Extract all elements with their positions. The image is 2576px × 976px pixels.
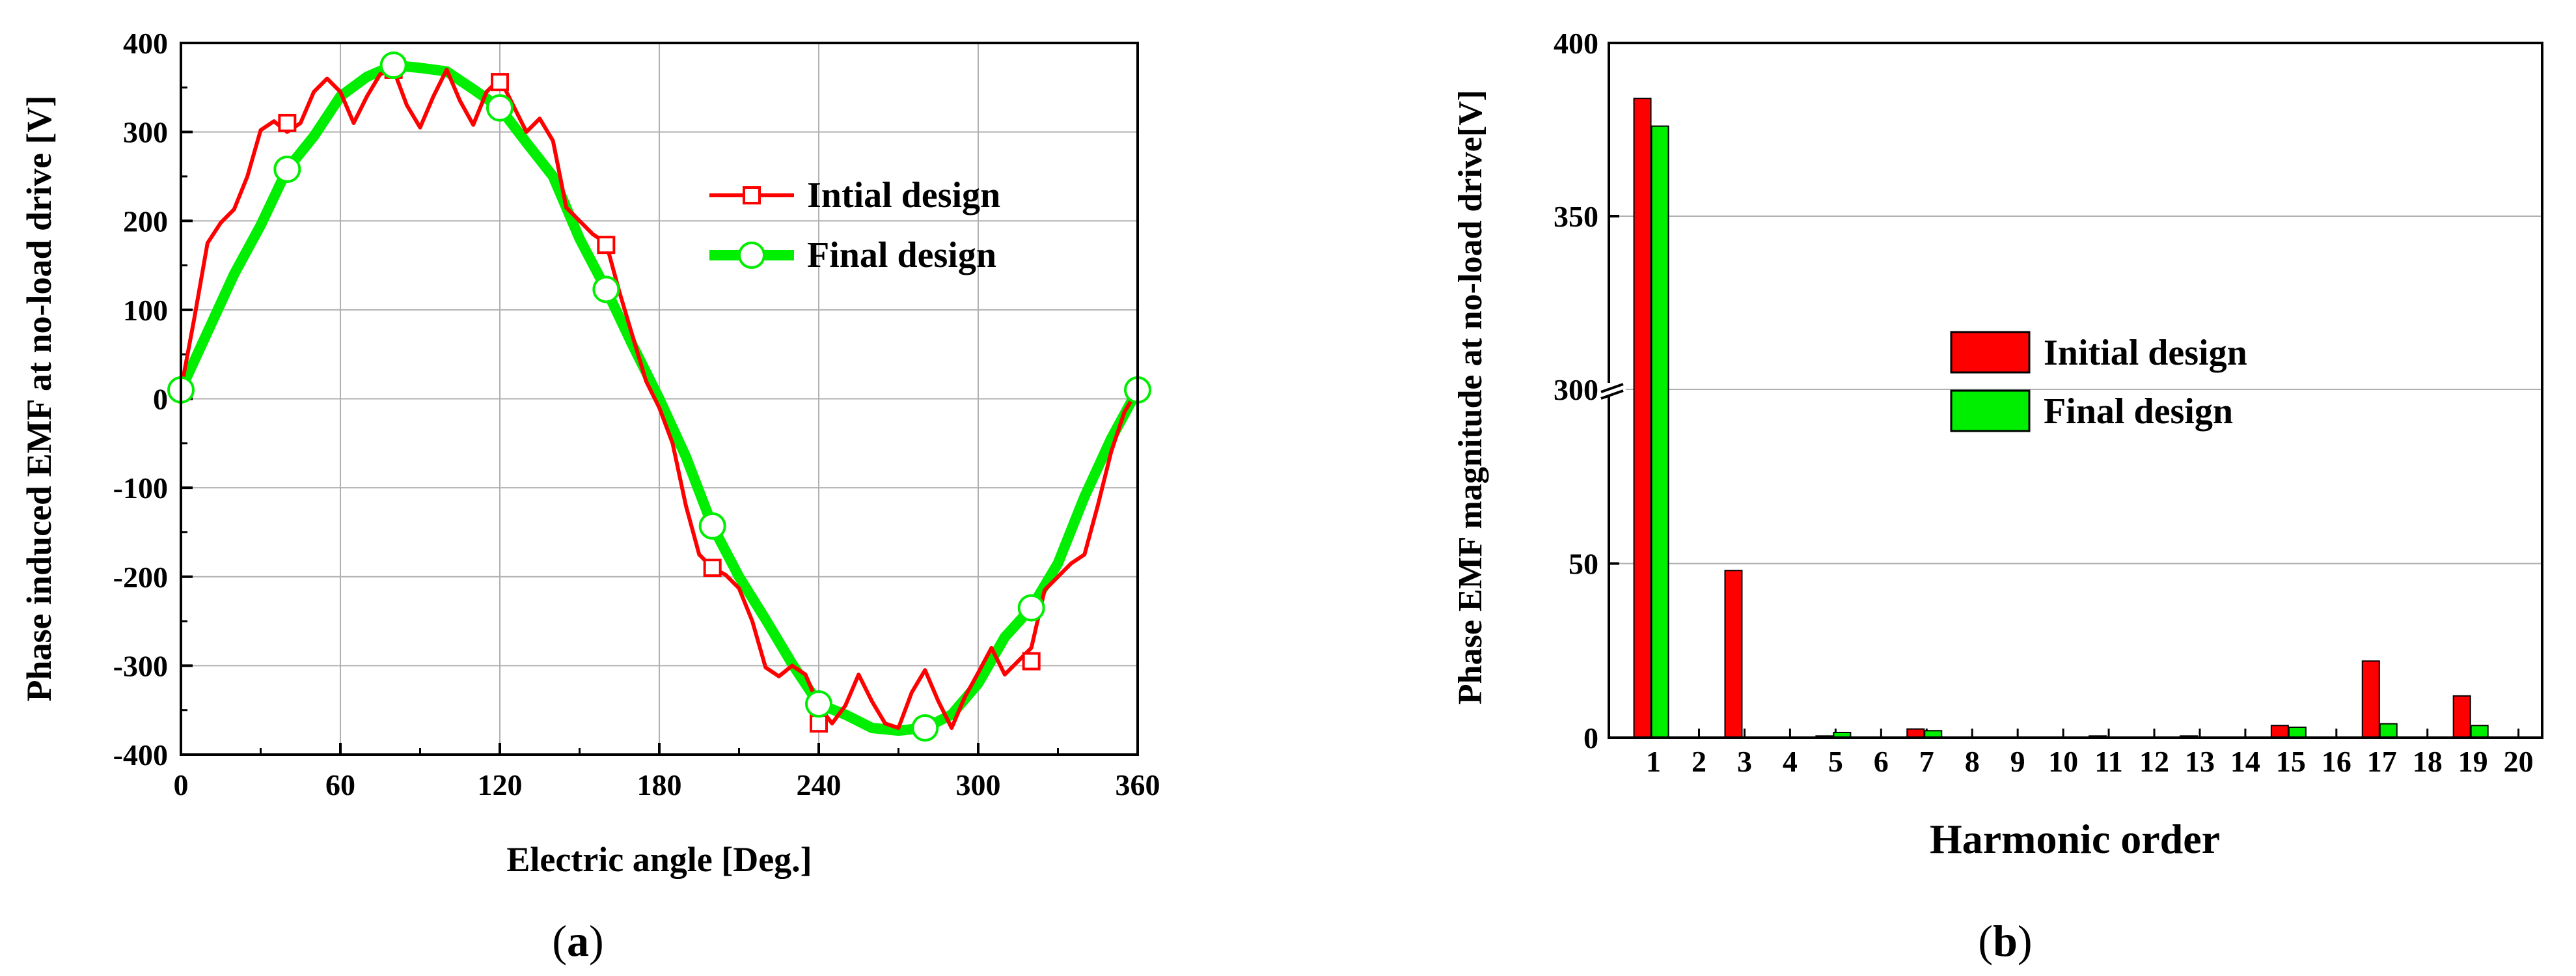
x-tick-label: 16 (2322, 745, 2351, 778)
panel-a-caption: (a) (552, 916, 603, 966)
x-tick-label: 60 (325, 768, 355, 802)
y-tick-label: 350 (1554, 200, 1598, 233)
panel-a-y-axis-label: Phase induced EMF at no-load drive [V] (20, 96, 59, 702)
y-tick-label: 0 (153, 383, 168, 416)
x-tick-label: 11 (2094, 745, 2122, 778)
x-tick-label: 19 (2458, 745, 2488, 778)
legend-final-circle-marker (738, 242, 765, 269)
x-tick-label: 12 (2139, 745, 2169, 778)
x-tick-label: 4 (1783, 745, 1798, 778)
panel-b-grid (1609, 42, 2542, 739)
axis-break-slash (1600, 383, 1624, 393)
initial-design-bar (2270, 725, 2289, 739)
final-design-circle-marker (698, 512, 726, 540)
initial-design-square-marker (597, 236, 616, 255)
y-tick-label: 100 (123, 294, 168, 327)
x-tick-label: 10 (2048, 745, 2078, 778)
x-tick-label: 13 (2185, 745, 2215, 778)
initial-design-square-marker (810, 714, 828, 733)
panel-b-bar-chart: 1 2 3 4 5 6 7 8 9 10 11 12 13 14 15 16 17 18 19 20 05030035… (1452, 27, 2543, 966)
panel-b-x-axis-label: Harmonic order (1930, 816, 2220, 862)
legend-initial-label: Intial design (807, 175, 1000, 216)
y-tick-label: 50 (1569, 548, 1598, 581)
axis-break-slash (1600, 389, 1624, 400)
x-tick-label: 17 (2367, 745, 2397, 778)
y-tick-label: 300 (1554, 373, 1598, 406)
initial-design-bar (1724, 570, 1743, 738)
final-design-bar (2379, 723, 2398, 738)
final-design-circle-marker (911, 714, 939, 742)
legend-final-label: Final design (807, 235, 996, 275)
legend-final-swatch (1950, 389, 2031, 432)
y-tick-label: 200 (123, 204, 168, 238)
panel-b-bars (1633, 98, 2489, 739)
final-design-bar (2470, 725, 2489, 739)
panel-b-plot-frame (1608, 42, 2543, 739)
x-tick-label: 18 (2413, 745, 2443, 778)
legend-initial-swatch (1950, 331, 2031, 374)
y-tick-label: 300 (123, 116, 168, 149)
x-tick-label: 3 (1737, 745, 1752, 778)
initial-design-bar (1906, 728, 1925, 738)
x-tick-label: 120 (478, 768, 523, 802)
panel-a-plot-frame (180, 42, 1139, 756)
final-design-circle-marker (805, 690, 832, 718)
panel-b-y-axis-label: Phase EMF magnitude at no-load drive[V] (1452, 90, 1489, 704)
x-tick-label: 7 (1919, 745, 1934, 778)
panel-a-y-tick-labels: -400 -300 -200 -100 0 100 200 300 400 (113, 27, 168, 772)
panel-a-line-chart: 0 60 120 180 240 300 360 -400 -300 -200 -100 0 100 2… (20, 27, 1160, 966)
x-tick-label: 0 (174, 768, 189, 802)
initial-design-bar (1633, 98, 1652, 738)
y-tick-label: 400 (1554, 27, 1598, 60)
x-tick-label: 6 (1874, 745, 1889, 778)
final-design-bar (1651, 125, 1669, 738)
panel-a-legend: Intial design Final design (709, 175, 1000, 275)
panel-b-caption: (b) (1978, 916, 2032, 966)
initial-design-square-marker (491, 73, 509, 92)
initial-design-line (179, 67, 1140, 731)
final-design-circle-marker (1017, 594, 1045, 622)
final-design-circle-marker (379, 51, 407, 79)
x-tick-label: 20 (2504, 745, 2534, 778)
x-tick-label: 1 (1646, 745, 1661, 778)
initial-design-square-marker (1022, 652, 1041, 671)
legend-initial-square-marker (743, 186, 761, 204)
panel-b-legend: Initial design Final design (1950, 331, 2247, 432)
y-tick-label: -100 (113, 471, 168, 505)
y-tick-label: 400 (123, 27, 168, 60)
final-design-bar (2288, 726, 2307, 738)
initial-design-square-marker (278, 113, 297, 132)
panel-b-x-tick-labels: 1 2 3 4 5 6 7 8 9 10 11 12 13 14 15 16 17 18 19 20 (1646, 745, 2534, 778)
x-tick-label: 300 (956, 768, 1001, 802)
x-tick-label: 180 (637, 768, 682, 802)
x-tick-label: 9 (2010, 745, 2025, 778)
y-tick-label: 0 (1583, 721, 1598, 755)
panel-b-axis-break (1600, 383, 1626, 400)
y-tick-label: -300 (113, 649, 168, 682)
initial-design-bar (2361, 660, 2380, 738)
x-tick-label: 2 (1692, 745, 1706, 778)
initial-design-square-marker (703, 559, 722, 578)
legend-initial-label: Initial design (2044, 333, 2247, 373)
x-tick-label: 5 (1828, 745, 1843, 778)
y-tick-label: -400 (113, 738, 168, 772)
final-design-circle-marker (592, 275, 620, 303)
legend-final-label: Final design (2044, 391, 2233, 432)
final-design-circle-marker (486, 94, 514, 122)
x-tick-label: 14 (2230, 745, 2260, 778)
x-tick-label: 240 (797, 768, 842, 802)
final-design-circle-marker (273, 156, 301, 184)
panel-b-y-tick-labels: 0 50 300 350 400 (1554, 27, 1598, 755)
x-tick-label: 15 (2276, 745, 2306, 778)
x-tick-label: 360 (1116, 768, 1160, 802)
initial-design-bar (2452, 695, 2471, 739)
panel-a-x-axis-label: Electric angle [Deg.] (506, 840, 812, 879)
x-tick-label: 8 (1965, 745, 1980, 778)
panel-a-x-tick-labels: 0 60 120 180 240 300 360 (174, 768, 1160, 802)
y-tick-label: -200 (113, 561, 168, 594)
